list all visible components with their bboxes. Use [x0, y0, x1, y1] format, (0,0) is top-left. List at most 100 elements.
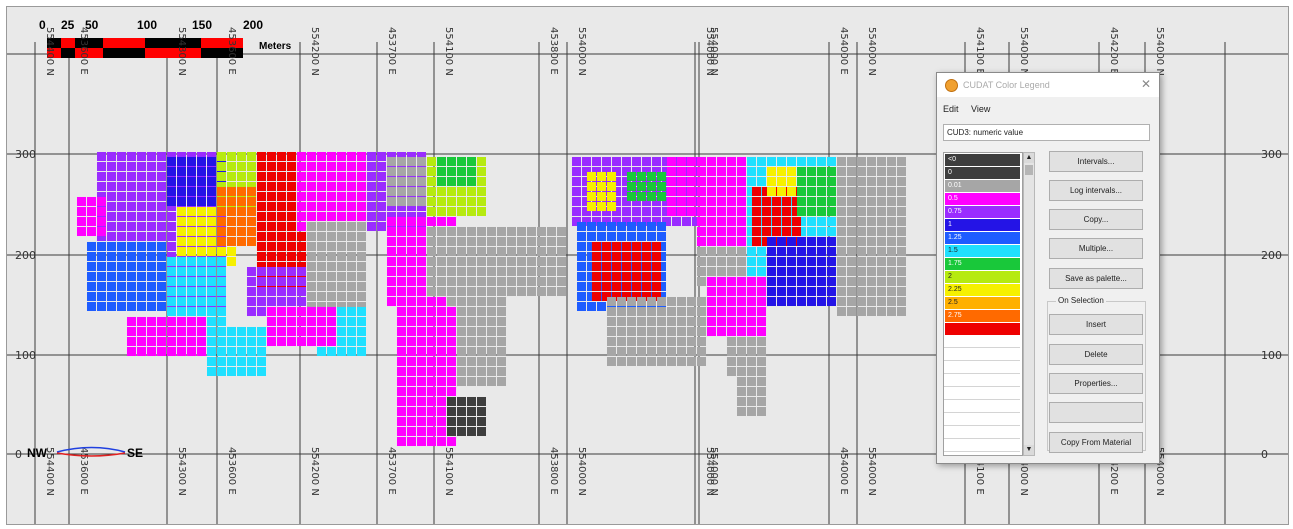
legend-empty-row[interactable]: [944, 374, 1020, 387]
legend-entry[interactable]: 1: [945, 219, 1020, 231]
legend-entry[interactable]: 0: [945, 167, 1020, 179]
multiple-button[interactable]: Multiple...: [1049, 238, 1143, 259]
block-cell: [457, 267, 466, 276]
block-cell: [662, 207, 671, 216]
properties-button[interactable]: Properties...: [1049, 373, 1143, 394]
block-cell: [187, 247, 196, 256]
block-cell: [197, 152, 206, 161]
copy-from-material-button[interactable]: Copy From Material: [1049, 432, 1143, 453]
block-cell: [407, 162, 416, 171]
block-cell: [607, 347, 616, 356]
block-cell: [737, 197, 746, 206]
intervals-button[interactable]: Intervals...: [1049, 151, 1143, 172]
block-cell: [177, 287, 186, 296]
block-cell: [637, 222, 646, 231]
legend-entry[interactable]: [945, 323, 1020, 335]
block-cell: [417, 277, 426, 286]
block-cell: [697, 297, 706, 306]
block-cell: [347, 162, 356, 171]
block-cell: [647, 297, 656, 306]
block-cell: [307, 232, 316, 241]
block-cell: [627, 262, 636, 271]
block-cell: [197, 262, 206, 271]
block-cell: [197, 202, 206, 211]
menu-edit[interactable]: Edit: [943, 104, 959, 114]
dialog-titlebar[interactable]: CUDAT Color Legend ✕: [937, 73, 1159, 97]
legend-empty-row[interactable]: [944, 426, 1020, 439]
block-cell: [507, 257, 516, 266]
color-legend-dialog[interactable]: CUDAT Color Legend ✕ Edit View CUD3: num…: [936, 72, 1160, 464]
scroll-down-icon[interactable]: ▼: [1024, 445, 1034, 455]
coordinate-label: 454000 E: [838, 447, 849, 495]
block-cell: [857, 287, 866, 296]
menu-view[interactable]: View: [971, 104, 991, 114]
block-cell: [207, 287, 216, 296]
block-cell: [427, 287, 436, 296]
legend-entry[interactable]: 1.75: [945, 258, 1020, 270]
block-cell: [837, 247, 846, 256]
legend-empty-row[interactable]: [944, 413, 1020, 426]
block-cell: [807, 247, 816, 256]
block-cell: [187, 167, 196, 176]
block-cell: [602, 197, 611, 206]
block-cell: [467, 327, 476, 336]
legend-empty-row[interactable]: [944, 348, 1020, 361]
legend-empty-row[interactable]: [944, 387, 1020, 400]
save-palette-button[interactable]: Save as palette...: [1049, 268, 1143, 289]
block-cell: [397, 172, 406, 181]
block-cell: [592, 252, 601, 261]
block-cell: [687, 327, 696, 336]
legend-entry[interactable]: <0: [945, 154, 1020, 166]
block-cell: [737, 407, 746, 416]
legend-entry[interactable]: 2.25: [945, 284, 1020, 296]
block-cell: [897, 207, 906, 216]
block-cell: [667, 347, 676, 356]
legend-empty-row[interactable]: [944, 335, 1020, 348]
legend-list[interactable]: <0 0 0.01 0.5 0.75 1 1.25 1.5 1.75 2 2.25 2.5 2.75: [943, 152, 1023, 456]
block-cell: [117, 302, 126, 311]
variable-field[interactable]: CUD3: numeric value: [943, 124, 1150, 141]
block-cell: [427, 197, 436, 206]
block-cell: [257, 287, 266, 296]
block-cell: [437, 257, 446, 266]
legend-entry[interactable]: 0.75: [945, 206, 1020, 218]
block-cell: [527, 247, 536, 256]
block-cell: [647, 172, 656, 181]
legend-entry[interactable]: 1.5: [945, 245, 1020, 257]
block-cell: [247, 277, 256, 286]
coordinate-label: 453700 E: [386, 27, 397, 75]
insert-button[interactable]: Insert: [1049, 314, 1143, 335]
block-cell: [187, 292, 196, 301]
log-intervals-button[interactable]: Log intervals...: [1049, 180, 1143, 201]
legend-entry[interactable]: 1.25: [945, 232, 1020, 244]
block-cell: [497, 227, 506, 236]
legend-scrollbar[interactable]: ▲ ▼: [1023, 152, 1035, 456]
block-cell: [827, 207, 836, 216]
legend-entry[interactable]: 2.5: [945, 297, 1020, 309]
block-cell: [407, 307, 416, 316]
block-cell: [257, 267, 266, 276]
block-cell: [397, 397, 406, 406]
legend-empty-row[interactable]: [944, 439, 1020, 452]
scroll-thumb[interactable]: [1025, 165, 1033, 175]
delete-button[interactable]: Delete: [1049, 344, 1143, 365]
block-cell: [177, 157, 186, 166]
blank-button[interactable]: [1049, 402, 1143, 423]
block-cell: [467, 287, 476, 296]
legend-entry[interactable]: 2.75: [945, 310, 1020, 322]
close-icon[interactable]: ✕: [1140, 77, 1151, 91]
legend-empty-row[interactable]: [944, 400, 1020, 413]
block-cell: [417, 437, 426, 446]
legend-entry[interactable]: 0.01: [945, 180, 1020, 192]
block-cell: [227, 337, 236, 346]
block-cell: [87, 282, 96, 291]
copy-button[interactable]: Copy...: [1049, 209, 1143, 230]
scroll-up-icon[interactable]: ▲: [1024, 153, 1034, 163]
block-cell: [277, 252, 286, 261]
legend-empty-row[interactable]: [944, 361, 1020, 374]
legend-entry[interactable]: 2: [945, 271, 1020, 283]
block-cell: [217, 167, 226, 176]
block-cell: [117, 192, 126, 201]
legend-entry[interactable]: 0.5: [945, 193, 1020, 205]
